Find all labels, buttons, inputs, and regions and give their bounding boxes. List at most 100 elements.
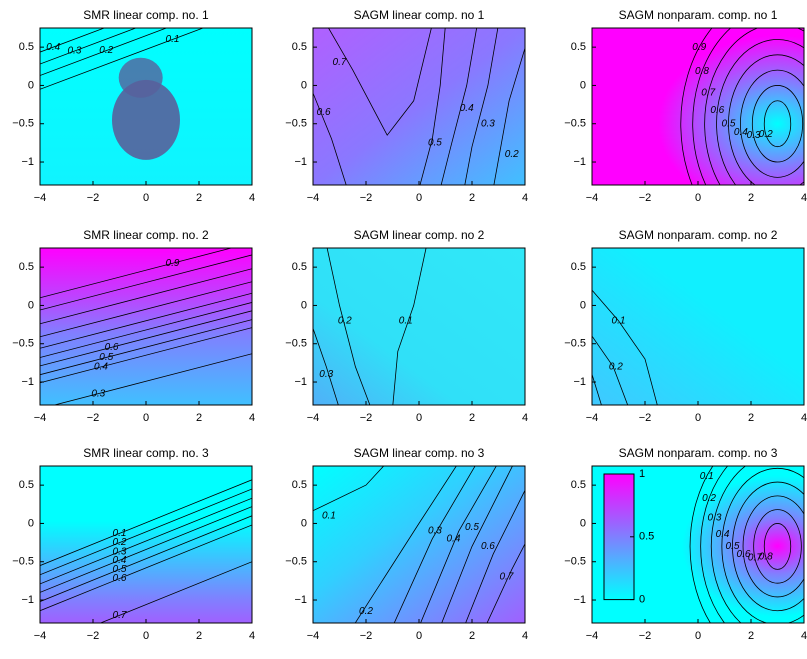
contour-line <box>692 28 732 185</box>
contour-line <box>753 509 802 584</box>
x-tick-label: 2 <box>469 192 475 204</box>
contour-line <box>40 327 252 384</box>
y-tick-label: 0 <box>580 299 586 311</box>
contour-label: 0.1 <box>700 471 714 482</box>
contour-line <box>721 467 804 623</box>
contour-line <box>326 248 371 405</box>
x-tick-label: −2 <box>87 630 100 642</box>
contour-label: 0.9 <box>166 258 180 269</box>
x-tick-label: 4 <box>249 630 255 642</box>
y-tick-label: −1 <box>21 376 34 388</box>
x-tick-label: −2 <box>360 192 373 204</box>
contour-label: 0.8 <box>695 66 709 77</box>
contour-label: 0.2 <box>505 149 519 160</box>
y-tick-label: 0.5 <box>292 479 307 491</box>
contour-label: 0.5 <box>465 522 479 533</box>
contour-line <box>740 69 804 178</box>
contour-label: 0.1 <box>322 510 336 521</box>
colorbar <box>603 473 635 601</box>
contour-label: 0.2 <box>359 606 373 617</box>
contour-line <box>441 466 513 623</box>
plot-area: 0.7 0.6 0.5 0.4 0.3 0.2 <box>313 28 525 185</box>
x-tick-label: 4 <box>801 192 807 204</box>
x-tick-label: 4 <box>249 412 255 424</box>
contour-line <box>313 466 385 512</box>
contour-label: 0.5 <box>428 138 442 149</box>
contour-line <box>40 28 106 53</box>
contour-label: 0.9 <box>692 42 706 53</box>
x-tick-label: 2 <box>196 630 202 642</box>
x-tick-label: 2 <box>748 412 754 424</box>
x-tick-label: 2 <box>748 192 754 204</box>
contour-line <box>716 39 804 185</box>
contour-line <box>732 481 804 612</box>
contour-line <box>40 28 205 90</box>
y-tick-label: 0 <box>28 299 34 311</box>
panel: 0.7 0.6 0.5 0.4 0.3 0.2 SAGM linear comp. no 1… <box>285 8 528 204</box>
y-tick-label: 0.5 <box>571 261 586 273</box>
y-tick-label: −1 <box>573 376 586 388</box>
y-tick-label: −0.5 <box>12 338 34 350</box>
y-tick-label: −0.5 <box>285 556 307 568</box>
x-tick-label: −4 <box>34 412 47 424</box>
x-tick-label: 0 <box>143 192 149 204</box>
contour-label: 0.3 <box>319 369 333 380</box>
contour-line <box>40 515 252 602</box>
x-tick-label: −4 <box>586 192 599 204</box>
plot-background <box>313 28 525 185</box>
contour-line <box>440 28 478 185</box>
x-tick-label: −2 <box>360 630 373 642</box>
y-tick-label: −0.5 <box>285 338 307 350</box>
contour-line <box>40 479 252 566</box>
panel-title: SAGM linear comp. no 2 <box>354 228 485 242</box>
y-tick-label: 0 <box>28 517 34 529</box>
x-tick-label: 0 <box>143 630 149 642</box>
x-tick-label: −4 <box>307 412 320 424</box>
y-tick-label: 0.5 <box>292 41 307 53</box>
contour-line <box>40 488 252 576</box>
y-tick-label: 0.5 <box>571 41 586 53</box>
contour-label: 0.2 <box>609 361 623 372</box>
x-tick-label: 2 <box>196 192 202 204</box>
contour-label: 0.1 <box>166 34 180 45</box>
contour-line <box>40 310 252 367</box>
y-tick-label: 0.5 <box>19 479 34 491</box>
x-tick-label: 4 <box>522 630 528 642</box>
x-tick-label: 0 <box>416 630 422 642</box>
panel-title: SAGM nonparam. comp. no 1 <box>619 8 778 22</box>
contour-label: 0.2 <box>338 315 352 326</box>
contour-label: 0.4 <box>94 362 108 373</box>
contour-label: 0.2 <box>113 537 127 548</box>
plot-area: 0.1 0.2 0.3 0.4 0.50.6 0.7 <box>313 466 525 623</box>
x-tick-label: −4 <box>586 412 599 424</box>
x-tick-label: −2 <box>87 412 100 424</box>
contour-line <box>700 466 729 623</box>
contour-line <box>40 28 168 76</box>
x-tick-label: 4 <box>522 192 528 204</box>
y-tick-label: 0 <box>301 517 307 529</box>
contour-label: 0.5 <box>99 352 113 363</box>
contour-line <box>40 302 252 358</box>
x-tick-label: 2 <box>748 630 754 642</box>
contour-label: 0.3 <box>67 46 81 57</box>
x-tick-label: −4 <box>586 630 599 642</box>
contour-line <box>392 248 427 405</box>
x-tick-label: −4 <box>307 630 320 642</box>
contour-line <box>354 466 457 623</box>
panel: 0.4 0.3 0.2 0.1 SMR linear comp. no. 1 −4 −2 0 2… <box>12 8 255 204</box>
contour-line <box>420 466 497 623</box>
contour-label: 0.3 <box>481 118 495 129</box>
contour-line <box>728 54 804 185</box>
contour-line <box>99 561 252 623</box>
contour-line <box>486 542 525 623</box>
contour-line <box>465 489 525 623</box>
contour-line <box>742 495 804 598</box>
contour-line <box>493 46 525 185</box>
contour-label: 0.4 <box>113 555 127 566</box>
contour-label: 0.7 <box>748 552 762 563</box>
y-tick-label: −1 <box>294 594 307 606</box>
panel-title: SAGM linear comp. no 3 <box>354 446 485 460</box>
